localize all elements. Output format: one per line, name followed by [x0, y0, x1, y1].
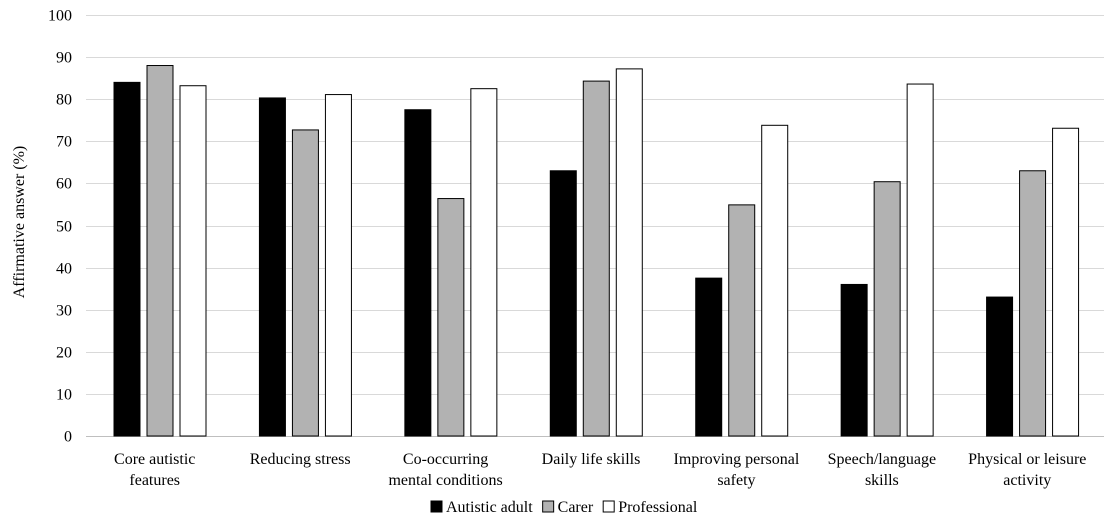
bars	[113, 65, 1080, 437]
bar-professional	[906, 83, 934, 437]
x-axis-labels: Core autistic features Reducing stress Co-o…	[114, 451, 1086, 489]
y-tick-label: 40	[56, 261, 72, 278]
bar-autistic-adult	[113, 81, 141, 437]
legend: Autistic adult Carer Professional	[430, 499, 698, 516]
legend-label: Carer	[558, 499, 594, 516]
bar-carer	[1019, 170, 1047, 437]
bar-autistic-adult	[549, 170, 577, 437]
legend-label: Autistic adult	[446, 499, 533, 516]
y-axis-ticks: 0 10 20 30 40 50 60 70 80 90 100	[48, 8, 72, 446]
y-tick-label: 90	[56, 50, 72, 67]
x-tick-label: Physical or leisure	[968, 451, 1086, 468]
x-tick-label: safety	[717, 472, 755, 489]
bar-professional	[615, 68, 643, 437]
y-tick-label: 20	[56, 345, 72, 362]
bar-carer	[728, 204, 756, 437]
x-tick-label: Speech/language	[828, 451, 936, 468]
legend-label: Professional	[618, 499, 698, 516]
legend-swatch	[602, 500, 615, 513]
y-tick-label: 30	[56, 303, 72, 320]
y-tick-label: 70	[56, 134, 72, 151]
legend-swatch	[542, 500, 555, 513]
bar-professional	[324, 94, 352, 437]
bar-autistic-adult	[404, 109, 432, 437]
x-tick-label: skills	[865, 472, 899, 489]
y-tick-label: 100	[48, 8, 72, 25]
x-tick-label: Core autistic	[114, 451, 195, 468]
bar-autistic-adult	[840, 283, 868, 437]
y-axis-title: Affirmative answer (%)	[11, 146, 28, 299]
y-tick-label: 0	[64, 429, 72, 446]
bar-carer	[873, 181, 901, 437]
bar-carer	[146, 65, 174, 437]
x-tick-label: mental conditions	[388, 472, 502, 489]
bar-autistic-adult	[258, 97, 286, 437]
y-tick-label: 10	[56, 387, 72, 404]
x-tick-label: features	[129, 472, 180, 489]
bar-autistic-adult	[986, 296, 1014, 437]
bar-carer	[291, 129, 319, 437]
legend-swatch	[430, 500, 443, 513]
bar-carer	[437, 198, 465, 437]
x-tick-label: Daily life skills	[542, 451, 641, 468]
bar-professional	[470, 88, 498, 437]
x-tick-label: Improving personal	[674, 451, 800, 468]
bar-carer	[582, 80, 610, 437]
bar-professional	[1052, 127, 1080, 437]
x-tick-label: activity	[1003, 472, 1051, 489]
y-tick-label: 50	[56, 219, 72, 236]
bar-autistic-adult	[695, 277, 723, 437]
bar-professional	[761, 124, 789, 437]
y-tick-label: 60	[56, 176, 72, 193]
y-tick-label: 80	[56, 92, 72, 109]
x-tick-label: Reducing stress	[250, 451, 351, 468]
bar-professional	[179, 85, 207, 437]
x-tick-label: Co-occurring	[403, 451, 488, 468]
